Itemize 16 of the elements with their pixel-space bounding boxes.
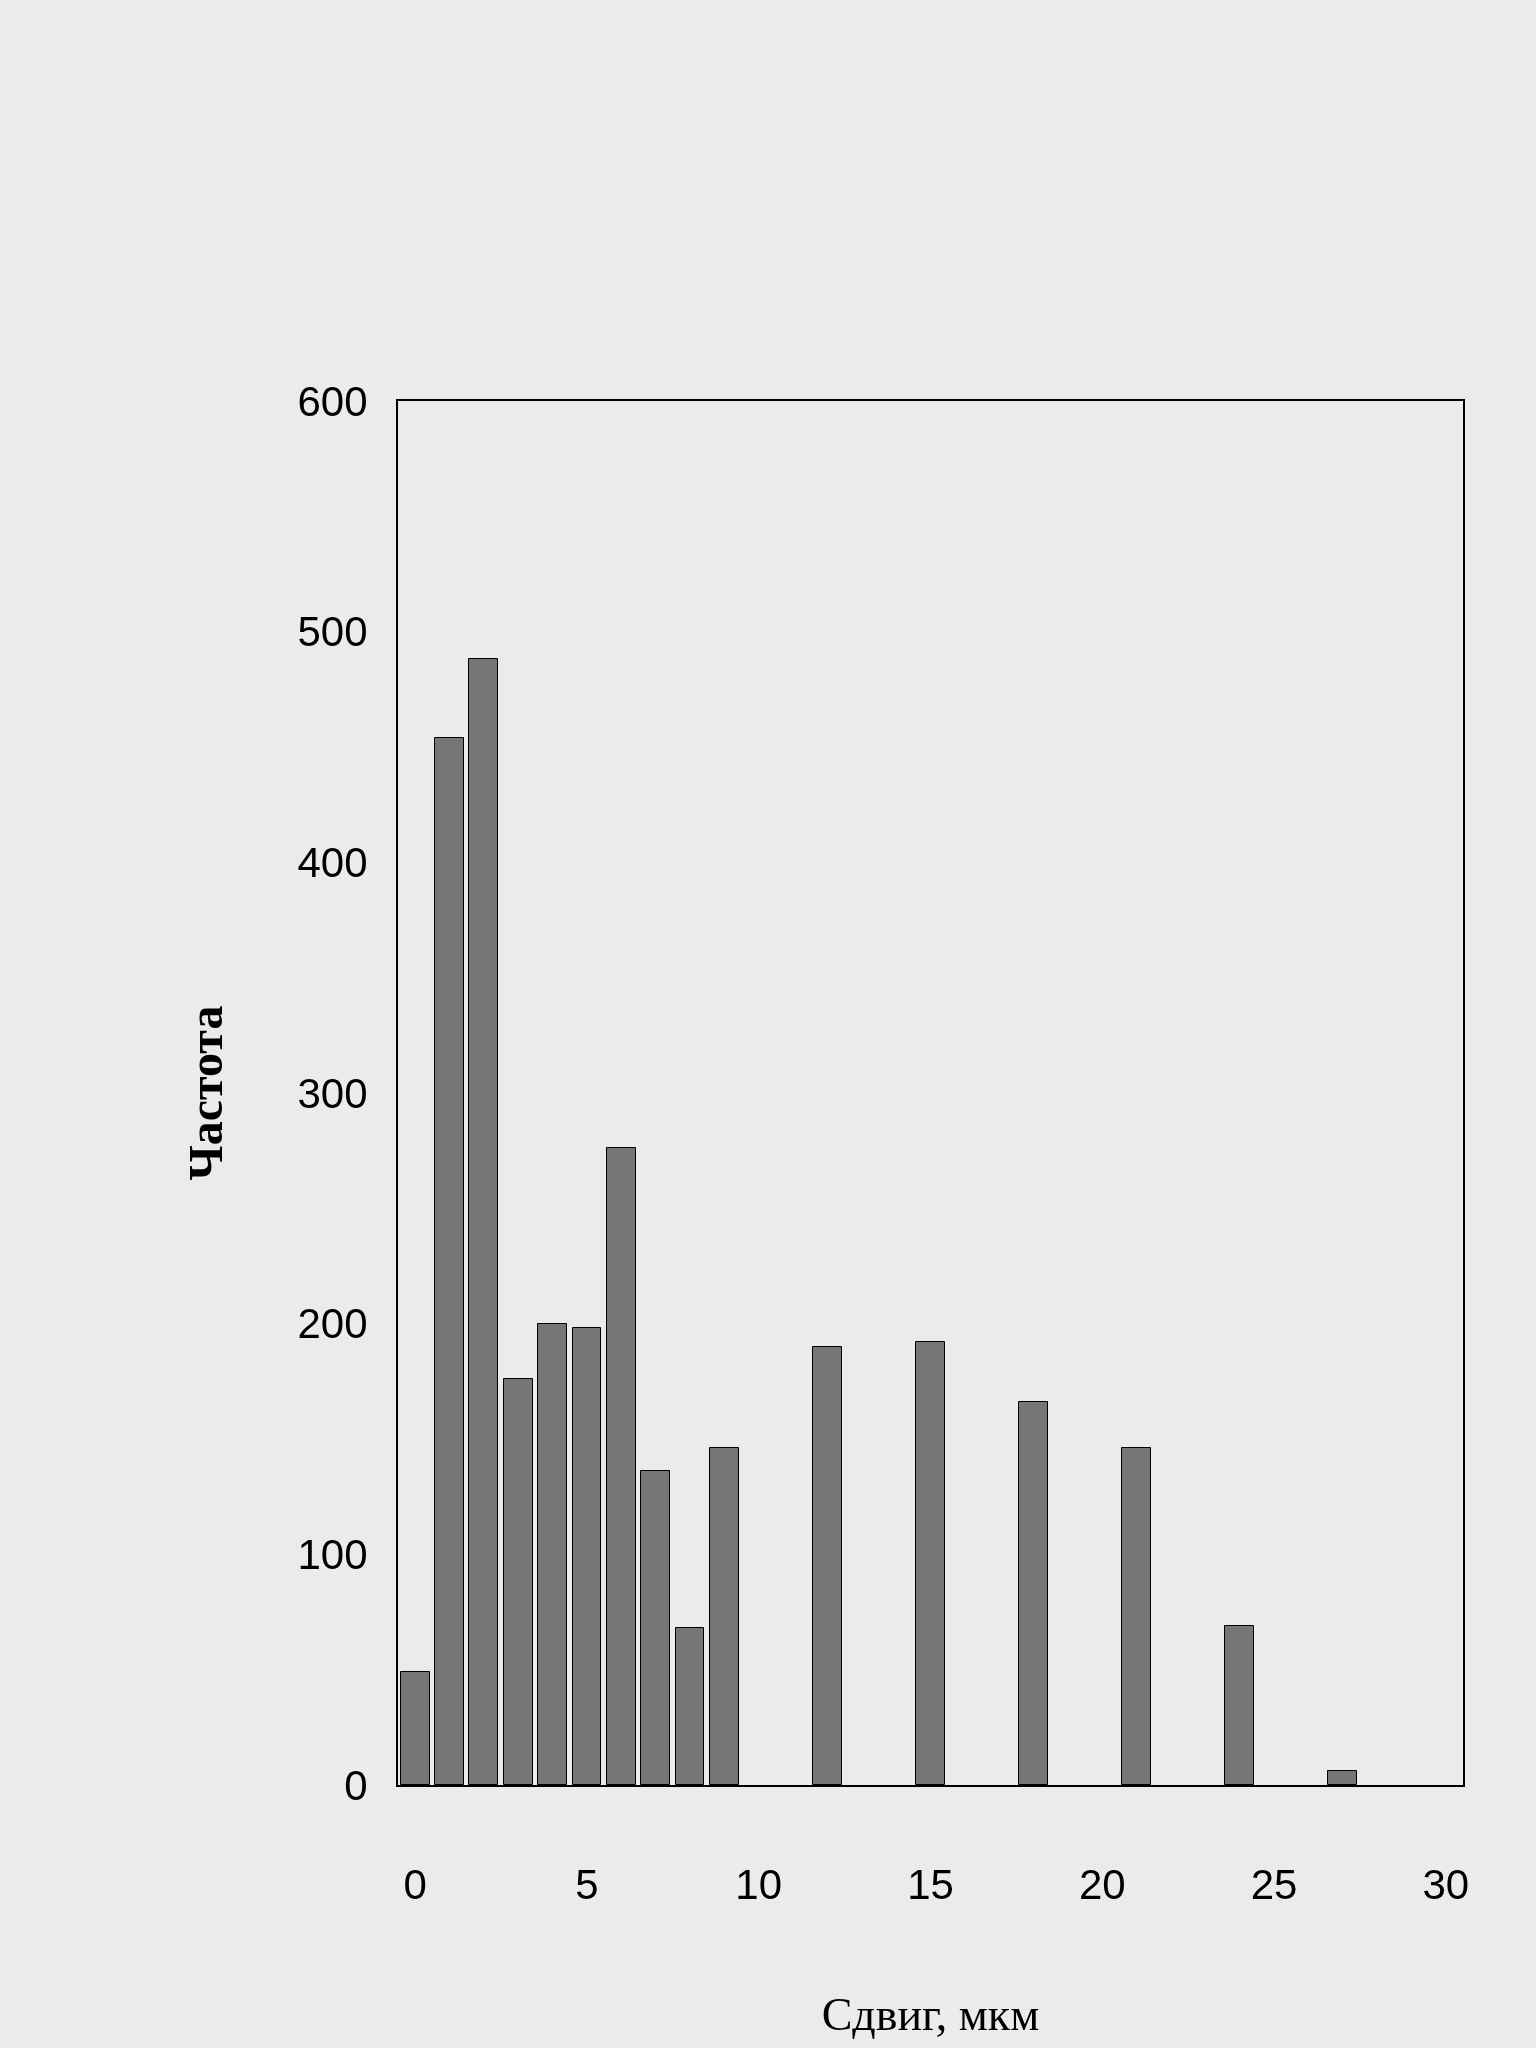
- x-tick-label: 0: [403, 1861, 427, 1909]
- x-tick-label: 30: [1422, 1861, 1470, 1909]
- y-tick-label: 400: [297, 839, 368, 887]
- y-tick-label: 600: [297, 377, 368, 425]
- x-tick-label: 5: [575, 1861, 599, 1909]
- x-tick-label: 10: [735, 1861, 783, 1909]
- x-tick-label: 20: [1078, 1861, 1126, 1909]
- x-tick-label: 25: [1250, 1861, 1298, 1909]
- y-axis-title: Частота: [178, 1005, 232, 1181]
- y-tick-label: 200: [297, 1300, 368, 1348]
- y-tick-label: 100: [297, 1531, 368, 1579]
- x-axis-title: Сдвиг, мкм: [821, 1988, 1040, 2040]
- y-tick-label: 500: [297, 608, 368, 656]
- y-tick-label: 300: [297, 1069, 368, 1117]
- x-tick-label: 15: [907, 1861, 954, 1909]
- y-tick-label: 0: [344, 1761, 368, 1809]
